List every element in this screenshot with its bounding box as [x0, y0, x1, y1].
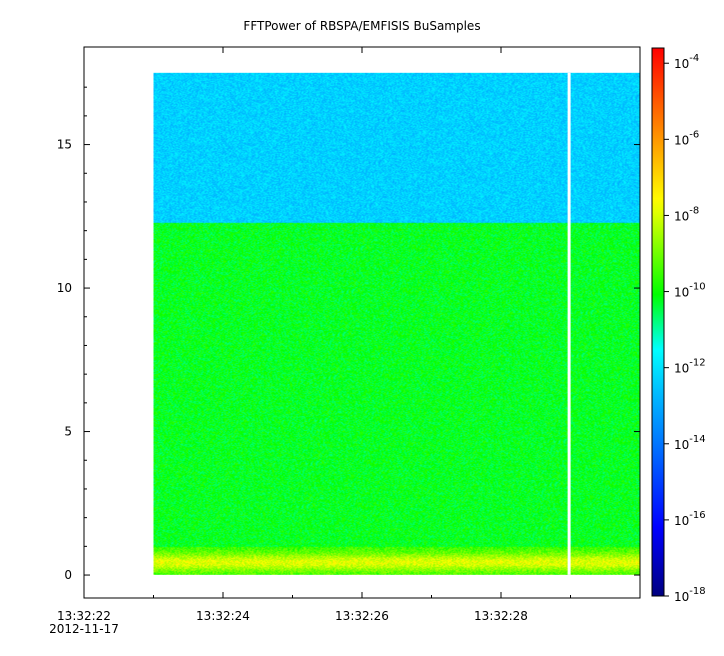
spectrogram-image [153, 72, 641, 575]
y-axis: 0 5 10 15 [57, 86, 640, 582]
colorbar-tick-label: 10-12 [674, 358, 706, 376]
y-tick-label: 0 [64, 568, 72, 582]
colorbar-tick-label: 10-14 [674, 434, 706, 452]
colorbar-tick-label: 10-16 [674, 510, 706, 528]
x-tick-label: 13:32:28 [474, 609, 528, 623]
y-tick-label: 10 [57, 281, 72, 295]
colorbar-scale [651, 47, 665, 597]
colorbar-tick-label: 10-6 [674, 129, 699, 147]
colorbar-tick-label: 10-4 [674, 53, 699, 71]
colorbar: 10-4 10-6 10-8 10-10 10-12 10-14 10-16 10-18 [651, 47, 706, 604]
colorbar-tick-label: 10-18 [674, 586, 706, 604]
x-tick-label: 13:32:26 [335, 609, 389, 623]
y-tick-label: 15 [57, 138, 72, 152]
x-tick-date-label: 2012-11-17 [49, 622, 119, 636]
colorbar-tick-label: 10-10 [674, 282, 706, 300]
y-tick-label: 5 [64, 425, 72, 439]
data-gap [567, 72, 571, 575]
colorbar-tick-label: 10-8 [674, 205, 699, 223]
plot-area [83, 46, 641, 599]
x-tick-label: 13:32:24 [196, 609, 250, 623]
chart-title: FFTPower of RBSPA/EMFISIS BuSamples [243, 19, 480, 33]
x-tick-label: 13:32:22 [57, 609, 111, 623]
